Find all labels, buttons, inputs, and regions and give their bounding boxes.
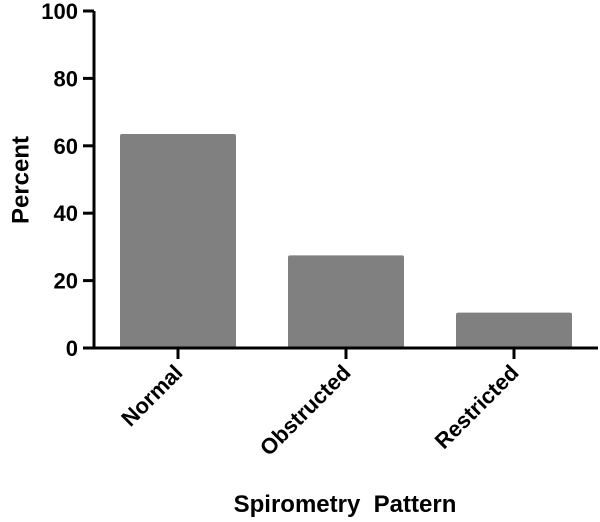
x-ticks: Normal Obstructed Restricted [116, 348, 524, 461]
x-tick-label: Obstructed [255, 360, 356, 461]
y-tick-label: 80 [54, 66, 78, 91]
y-tick-label: 100 [41, 0, 78, 24]
y-axis-title: Percent [7, 136, 34, 224]
bar-normal [120, 134, 236, 348]
bars [120, 134, 572, 348]
y-tick-label: 40 [54, 201, 78, 226]
x-axis-title: Spirometry Pattern [234, 491, 457, 518]
x-tick-label: Restricted [430, 360, 524, 454]
y-tick-label: 60 [54, 134, 78, 159]
x-tick-label: Normal [116, 360, 187, 431]
y-tick-label: 0 [66, 336, 78, 361]
y-ticks: 0 20 40 60 80 100 [41, 0, 94, 361]
y-tick-label: 20 [54, 269, 78, 294]
bar-obstructed [288, 255, 404, 348]
bar-restricted [456, 312, 572, 348]
